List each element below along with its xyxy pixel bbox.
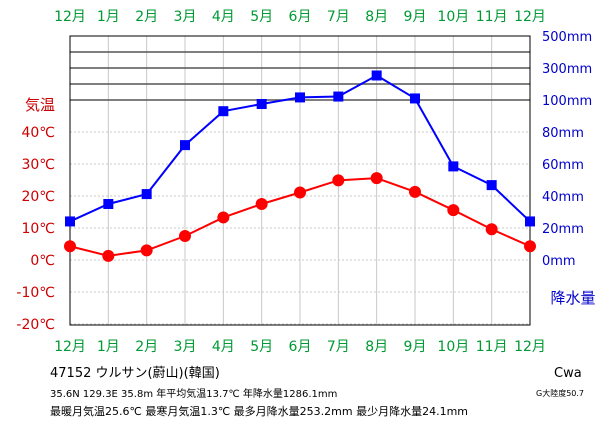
station-summary: 35.6N 129.3E 35.8m 年平均気温13.7℃ 年降水量1286.1… — [50, 389, 338, 400]
precipitation-point — [448, 161, 459, 172]
precipitation-point — [218, 106, 229, 117]
temperature-tick-label: 30℃ — [21, 157, 55, 173]
top-month-label: 4月 — [212, 9, 235, 25]
temperature-point — [217, 211, 230, 224]
precipitation-axis: 降水量 500mm 300mm 100mm 80mm 60mm 40mm 20mm 0mm — [542, 30, 596, 307]
bottom-month-label: 8月 — [365, 339, 388, 355]
bottom-month-label: 12月 — [54, 339, 86, 355]
top-month-label: 12月 — [514, 9, 546, 25]
precipitation-point — [103, 199, 114, 209]
temperature-point — [64, 240, 76, 253]
precipitation-point — [180, 140, 190, 151]
bottom-month-label: 4月 — [212, 339, 235, 355]
bottom-month-label: 11月 — [476, 339, 508, 355]
bottom-month-label: 10月 — [437, 339, 469, 355]
temperature-tick-label: 0℃ — [30, 253, 55, 269]
temperature-axis: 気温 40℃ 30℃ 20℃ 10℃ 0℃ -10℃ -20℃ — [16, 96, 55, 333]
temperature-tick-label: 20℃ — [21, 189, 55, 205]
precipitation-tick-label: 60mm — [542, 158, 584, 173]
precipitation-point — [410, 93, 420, 104]
temperature-tick-label: 40℃ — [21, 125, 55, 141]
precipitation-tick-label: 300mm — [542, 62, 592, 77]
precipitation-point — [486, 180, 497, 191]
temperature-tick-label: -10℃ — [16, 285, 55, 301]
precipitation-tick-label: 20mm — [542, 222, 584, 237]
temperature-point — [485, 223, 498, 236]
top-month-label: 9月 — [404, 9, 427, 25]
precipitation-point — [141, 189, 152, 200]
temperature-point — [447, 204, 460, 217]
top-month-label: 10月 — [437, 9, 469, 25]
bottom-month-label: 6月 — [289, 339, 312, 355]
bottom-month-label: 12月 — [514, 339, 546, 355]
bottom-month-label: 9月 — [404, 339, 427, 355]
precipitation-tick-label: 0mm — [542, 254, 576, 269]
top-month-label: 2月 — [135, 9, 158, 25]
top-month-label: 11月 — [476, 9, 508, 25]
bottom-month-labels: 12月 1月 2月 3月 4月 5月 6月 7月 8月 9月 10月 11月 12月 — [54, 339, 546, 355]
top-month-labels: 12月 1月 2月 3月 4月 5月 6月 7月 8月 9月 10月 11月 12月 — [54, 9, 546, 25]
precipitation-tick-label: 100mm — [542, 94, 592, 109]
precipitation-point — [525, 216, 535, 227]
bottom-month-label: 7月 — [327, 339, 350, 355]
station-title: 47152 ウルサン(蔚山)(韓国) — [50, 366, 220, 381]
precipitation-tick-label: 40mm — [542, 190, 584, 205]
temperature-point — [140, 244, 153, 257]
temperature-point — [370, 172, 383, 185]
station-extremes: 最暖月気温25.6℃ 最寒月気温1.3℃ 最多月降水量253.2mm 最少月降水… — [50, 405, 469, 418]
top-month-label: 7月 — [327, 9, 350, 25]
grid-lines — [70, 36, 530, 325]
temperature-point — [409, 185, 421, 198]
precipitation-point — [295, 92, 305, 103]
temperature-axis-title: 気温 — [25, 96, 55, 114]
top-month-label: 3月 — [174, 9, 197, 25]
top-month-label: 8月 — [365, 9, 388, 25]
plot-border — [69, 35, 531, 326]
precipitation-tick-label: 80mm — [542, 126, 584, 141]
precipitation-series — [65, 70, 535, 227]
temperature-point — [102, 249, 115, 262]
plot-frame — [69, 35, 531, 326]
temperature-tick-label: 10℃ — [21, 221, 55, 237]
precipitation-point — [371, 70, 382, 81]
bottom-month-label: 1月 — [97, 339, 120, 355]
temperature-point — [332, 174, 345, 187]
top-month-label: 12月 — [54, 9, 86, 25]
top-month-label: 1月 — [97, 9, 120, 25]
temperature-series — [64, 172, 536, 262]
temperature-point — [294, 186, 306, 199]
top-month-label: 5月 — [250, 9, 273, 25]
temperature-point — [255, 198, 268, 210]
precipitation-axis-title: 降水量 — [550, 289, 595, 307]
precipitation-point — [256, 99, 267, 109]
precipitation-point — [65, 216, 75, 227]
precipitation-tick-label: 500mm — [542, 30, 592, 45]
temperature-point — [524, 240, 536, 253]
precipitation-point — [333, 91, 344, 102]
bottom-month-label: 2月 — [135, 339, 158, 355]
bottom-month-label: 3月 — [174, 339, 197, 355]
continentality-index: G大陸度50.7 — [536, 389, 585, 398]
temperature-point — [179, 230, 191, 242]
climate-class: Cwa — [554, 366, 582, 381]
bottom-month-label: 5月 — [250, 339, 273, 355]
temperature-tick-label: -20℃ — [16, 317, 55, 333]
climate-chart: 12月 1月 2月 3月 4月 5月 6月 7月 8月 9月 10月 11月 12月 12月 1月 2月 3月… — [16, 9, 596, 355]
top-month-label: 6月 — [289, 9, 312, 25]
